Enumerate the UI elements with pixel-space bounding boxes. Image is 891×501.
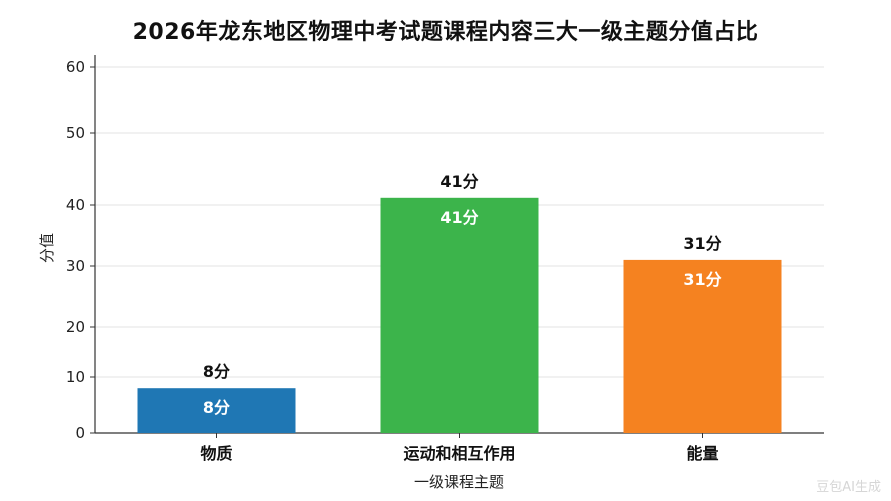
bar-inner-value-label: 8分 [203, 398, 230, 417]
bar-value-label: 41分 [440, 172, 478, 191]
y-tick-label: 30 [66, 257, 85, 275]
bar-3 [623, 259, 782, 433]
y-tick-label: 0 [75, 424, 85, 442]
bar-inner-value-label: 31分 [683, 270, 721, 289]
chart-title: 2026年龙东地区物理中考试题课程内容三大一级主题分值占比 [132, 20, 759, 45]
bar-value-label: 8分 [203, 362, 230, 381]
y-tick-label: 10 [66, 368, 85, 386]
bars [137, 197, 782, 433]
y-axis-title: 分值 [38, 233, 56, 263]
x-tick-label: 物质 [200, 444, 232, 463]
bar-inner-value-label: 41分 [440, 208, 478, 227]
bar-value-label: 31分 [683, 234, 721, 253]
x-tick-label: 能量 [686, 444, 718, 463]
y-tick-label: 20 [66, 318, 85, 336]
watermark: 豆包AI生成 [816, 480, 881, 495]
y-tick-label: 50 [66, 124, 85, 142]
bar-1 [137, 388, 296, 433]
x-tick-label: 运动和相互作用 [403, 444, 515, 463]
y-tick-label: 60 [66, 58, 85, 76]
bar-2 [380, 197, 539, 433]
x-axis-title: 一级课程主题 [414, 473, 504, 491]
y-tick-label: 40 [66, 196, 85, 214]
